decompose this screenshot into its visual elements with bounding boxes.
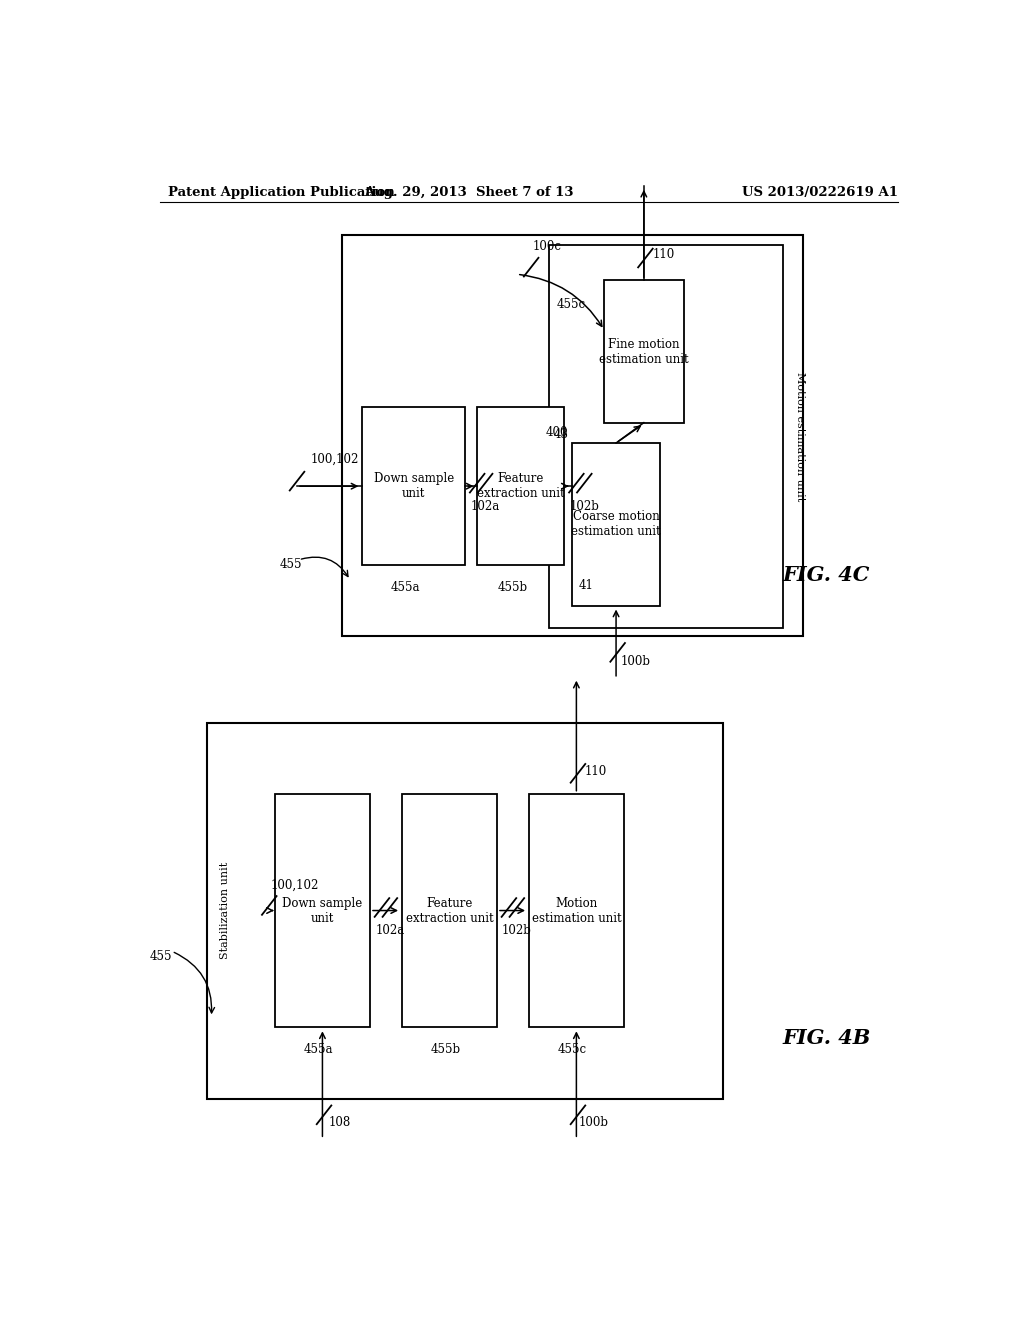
Text: 43: 43 (553, 429, 568, 441)
Bar (528, 793, 624, 1027)
Bar (572, 444, 659, 606)
Text: 110: 110 (652, 248, 675, 261)
Bar (549, 244, 782, 628)
Text: 455a: 455a (391, 581, 421, 594)
Text: 100b: 100b (621, 655, 651, 668)
Text: Coarse motion
estimation unit: Coarse motion estimation unit (571, 511, 660, 539)
Text: 455: 455 (280, 558, 302, 572)
Bar (342, 235, 803, 636)
Text: Aug. 29, 2013  Sheet 7 of 13: Aug. 29, 2013 Sheet 7 of 13 (365, 186, 574, 199)
Bar (274, 793, 370, 1027)
Text: 455b: 455b (430, 1043, 461, 1056)
Text: US 2013/0222619 A1: US 2013/0222619 A1 (741, 186, 898, 199)
Bar (207, 722, 723, 1098)
Text: 100b: 100b (579, 1117, 609, 1130)
Text: Fine motion
estimation unit: Fine motion estimation unit (599, 338, 689, 366)
Text: 108: 108 (329, 1117, 351, 1130)
Bar (401, 793, 497, 1027)
Text: Down sample
unit: Down sample unit (374, 473, 454, 500)
Text: Patent Application Publication: Patent Application Publication (168, 186, 394, 199)
Text: 102a: 102a (470, 500, 500, 513)
Text: 102b: 102b (569, 500, 599, 513)
Text: 455b: 455b (498, 581, 528, 594)
Bar (362, 408, 465, 565)
Text: 41: 41 (579, 578, 594, 591)
Text: FIG. 4C: FIG. 4C (782, 565, 870, 585)
Text: 102b: 102b (502, 924, 531, 937)
Text: 100c: 100c (532, 240, 562, 253)
Text: Motion
estimation unit: Motion estimation unit (531, 896, 622, 924)
Text: 455: 455 (151, 950, 173, 962)
Bar (477, 408, 564, 565)
Text: 455c: 455c (558, 1043, 587, 1056)
Text: 110: 110 (585, 764, 607, 777)
Text: 102a: 102a (375, 924, 404, 937)
Text: Down sample
unit: Down sample unit (283, 896, 362, 924)
Text: 455c: 455c (557, 298, 586, 312)
Text: Motion estimation unit: Motion estimation unit (796, 372, 805, 502)
Text: 400: 400 (546, 426, 568, 440)
Bar (604, 280, 684, 422)
Text: 100,102: 100,102 (270, 879, 319, 891)
Text: Stabilization unit: Stabilization unit (220, 862, 229, 960)
Text: Feature
extraction unit: Feature extraction unit (406, 896, 494, 924)
Text: Feature
extraction unit: Feature extraction unit (477, 473, 564, 500)
Text: 455a: 455a (304, 1043, 333, 1056)
Text: FIG. 4B: FIG. 4B (782, 1027, 870, 1048)
Text: 100,102: 100,102 (310, 453, 358, 466)
